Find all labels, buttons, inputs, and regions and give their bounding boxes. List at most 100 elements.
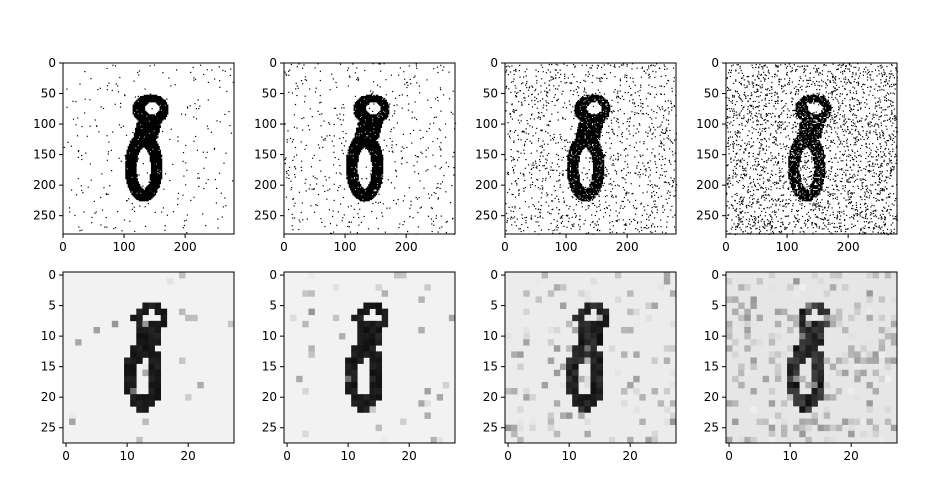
digit-pixel — [574, 104, 577, 107]
digit-pixel — [584, 141, 586, 143]
digit-pixel — [359, 105, 362, 108]
digit-pixel — [590, 114, 593, 116]
digit-pixel — [154, 183, 157, 186]
digit-pixel — [133, 137, 136, 140]
noise-pixel — [314, 67, 316, 69]
noise-pixel — [66, 88, 68, 90]
digit-pixel — [133, 171, 136, 174]
digit-pixel — [581, 106, 584, 109]
digit-pixel — [378, 150, 380, 153]
digit-pixel — [596, 120, 599, 122]
noise-pixel — [232, 180, 234, 182]
digit-pixel — [147, 192, 149, 194]
digit-pixel — [146, 138, 148, 141]
digit-pixel — [137, 183, 140, 186]
digit-pixel — [136, 142, 138, 144]
digit-pixel — [142, 194, 144, 197]
digit-pixel — [594, 137, 596, 140]
digit-pixel — [357, 139, 359, 142]
digit-pixel — [600, 119, 602, 121]
digit-pixel — [161, 98, 164, 100]
digit-pixel — [130, 160, 132, 163]
digit-pixel — [359, 131, 362, 133]
digit-pixel — [158, 168, 160, 170]
digit-pixel — [370, 187, 373, 190]
digit-pixel — [359, 117, 362, 120]
digit-pixel — [148, 115, 151, 118]
digit-pixel — [384, 116, 386, 119]
digit-pixel — [599, 132, 601, 135]
digit-pixel — [149, 158, 152, 160]
digit-pixel — [581, 142, 584, 144]
digit-pixel — [155, 186, 158, 188]
noise-pixel — [336, 114, 338, 116]
digit-pixel — [365, 94, 368, 97]
digit-pixel — [132, 170, 135, 173]
digit-pixel — [596, 136, 599, 138]
digit-pixel — [150, 171, 153, 174]
noise-pixel — [144, 116, 146, 118]
digit-pixel — [356, 141, 358, 143]
digit-pixel — [358, 183, 361, 186]
digit-pixel — [379, 121, 381, 124]
digit-pixel — [161, 104, 164, 107]
noise-pixel — [166, 214, 168, 216]
digit-pixel — [368, 194, 370, 197]
digit-pixel — [136, 149, 138, 152]
digit-pixel — [375, 143, 378, 146]
digit-pixel — [373, 122, 375, 125]
digit-pixel — [150, 166, 153, 169]
noise-pixel — [432, 140, 434, 143]
digit-pixel — [146, 194, 148, 197]
digit-pixel — [363, 144, 365, 147]
digit-pixel — [152, 128, 154, 131]
digit-pixel — [371, 158, 374, 160]
digit-pixel — [373, 128, 375, 131]
digit-pixel — [381, 106, 384, 109]
digit-pixel — [601, 103, 604, 105]
digit-pixel — [132, 143, 135, 146]
digit-pixel — [584, 144, 586, 147]
digit-pixel — [135, 155, 137, 158]
noise-pixel — [81, 229, 83, 231]
digit-pixel — [589, 100, 591, 103]
noise-pixel — [381, 176, 383, 179]
digit-pixel — [128, 175, 131, 177]
digit-pixel — [363, 143, 365, 146]
digit-pixel — [585, 139, 588, 142]
digit-pixel — [370, 159, 373, 162]
digit-pixel — [354, 141, 357, 143]
digit-pixel — [143, 120, 146, 122]
digit-pixel — [159, 154, 162, 157]
digit-pixel — [370, 191, 373, 193]
digit-pixel — [132, 194, 135, 197]
digit-pixel — [585, 131, 588, 133]
digit-pixel — [363, 100, 365, 103]
digit-pixel — [362, 144, 364, 147]
digit-pixel — [155, 185, 158, 187]
digit-pixel — [158, 115, 160, 118]
noise-pixel — [202, 151, 204, 153]
digit-pixel — [378, 154, 380, 157]
digit-pixel — [128, 144, 131, 147]
digit-pixel — [150, 191, 153, 193]
digit-pixel — [371, 131, 374, 133]
digit-pixel — [379, 100, 381, 103]
digit-pixel — [378, 166, 380, 169]
digit-pixel — [150, 165, 153, 168]
digit-pixel — [369, 132, 372, 135]
digit-pixel — [585, 97, 588, 99]
digit-pixel — [346, 177, 348, 180]
digit-pixel — [147, 185, 149, 187]
digit-pixel — [370, 141, 373, 143]
digit-pixel — [136, 179, 138, 181]
digit-pixel — [150, 164, 153, 166]
digit-pixel — [147, 131, 149, 133]
noise-pixel — [445, 191, 447, 193]
digit-pixel — [150, 139, 153, 142]
digit-pixel — [362, 115, 364, 118]
noise-pixel — [74, 214, 76, 217]
digit-pixel — [608, 105, 611, 108]
digit-pixel — [375, 98, 378, 100]
